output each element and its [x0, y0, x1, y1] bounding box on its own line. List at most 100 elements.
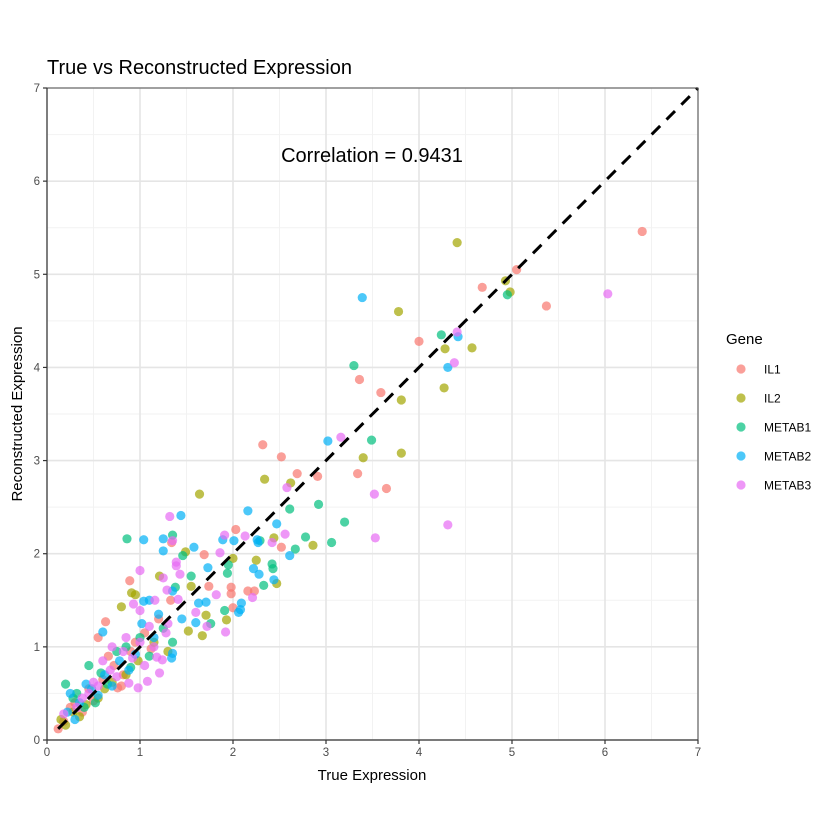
point-metab1: [220, 605, 230, 616]
point-metab2: [154, 609, 164, 619]
point-il1: [276, 452, 286, 462]
point-metab3: [77, 693, 87, 703]
legend-item-metab2: METAB2: [736, 450, 811, 464]
point-metab2: [177, 614, 187, 624]
legend-key: [736, 480, 746, 490]
point-il1: [166, 595, 176, 605]
point-metab3: [449, 358, 459, 368]
point-il2: [186, 581, 196, 591]
point-il2: [396, 395, 406, 405]
point-metab3: [247, 592, 258, 603]
point-metab3: [140, 660, 150, 671]
y-tick-label: 7: [34, 83, 40, 95]
point-metab2: [254, 569, 264, 579]
point-il2: [183, 626, 193, 636]
point-il1: [353, 469, 363, 479]
point-il2: [358, 453, 368, 463]
point-il1: [637, 226, 647, 237]
plot-panel: [46, 86, 700, 741]
y-tick-label: 0: [34, 735, 40, 747]
legend-label: IL1: [764, 363, 781, 377]
point-metab3: [121, 632, 131, 643]
point-il1: [226, 589, 236, 599]
point-metab1: [349, 360, 359, 371]
point-metab3: [370, 533, 380, 543]
point-metab2: [233, 607, 244, 617]
point-metab3: [240, 531, 250, 541]
x-tick-label: 7: [695, 747, 701, 759]
legend-item-il1: IL1: [736, 363, 781, 377]
point-il2: [393, 306, 404, 317]
point-metab2: [323, 436, 333, 446]
point-metab3: [175, 569, 185, 579]
point-metab3: [135, 565, 145, 576]
x-axis-title: True Expression: [318, 767, 427, 784]
point-metab2: [243, 506, 253, 516]
point-il1: [100, 617, 111, 627]
y-tick-label: 6: [34, 176, 40, 188]
point-metab2: [201, 597, 211, 607]
point-il1: [199, 550, 209, 560]
point-metab2: [124, 665, 134, 675]
point-metab3: [215, 548, 225, 558]
point-metab2: [158, 534, 168, 544]
point-il2: [439, 383, 449, 393]
point-metab2: [167, 648, 178, 658]
point-metab2: [443, 362, 453, 373]
point-il1: [276, 542, 286, 552]
point-metab3: [191, 607, 201, 617]
legend-item-metab3: METAB3: [736, 479, 811, 493]
point-metab3: [161, 628, 171, 638]
legend-item-il2: IL2: [736, 392, 781, 406]
point-metab2: [272, 519, 282, 529]
x-tick-label: 6: [602, 747, 608, 759]
point-metab3: [133, 683, 143, 693]
point-metab1: [222, 568, 233, 578]
point-metab2: [193, 598, 204, 608]
point-metab3: [369, 489, 379, 499]
point-metab2: [357, 292, 367, 303]
x-tick-label: 4: [416, 747, 423, 759]
legend-item-metab1: METAB1: [736, 421, 811, 435]
data-points: [53, 226, 647, 734]
point-metab3: [167, 536, 178, 546]
point-il1: [381, 483, 392, 494]
point-metab1: [178, 550, 188, 561]
point-metab2: [203, 563, 213, 573]
point-metab3: [107, 642, 117, 652]
point-metab3: [154, 668, 165, 678]
point-metab1: [326, 537, 337, 548]
point-il2: [197, 631, 207, 641]
point-metab2: [176, 510, 186, 521]
point-il2: [228, 553, 238, 563]
point-il1: [125, 576, 135, 586]
point-metab1: [502, 290, 512, 300]
point-il1: [204, 581, 214, 591]
legend-label: IL2: [764, 392, 781, 406]
legend-key: [736, 393, 746, 403]
point-metab3: [211, 590, 221, 600]
y-axis-title: Reconstructed Expression: [9, 326, 26, 501]
point-il1: [477, 282, 487, 292]
x-tick-label: 2: [230, 747, 236, 759]
point-metab3: [112, 672, 122, 682]
point-metab2: [229, 536, 239, 546]
chart-title: True vs Reconstructed Expression: [47, 57, 352, 79]
point-metab1: [90, 698, 100, 708]
point-metab3: [171, 561, 181, 571]
point-metab3: [127, 653, 138, 663]
point-metab3: [149, 642, 159, 652]
identity-reference-line: [57, 86, 700, 730]
series-il2: [56, 238, 515, 730]
point-metab1: [259, 580, 269, 590]
point-il1: [414, 336, 424, 346]
point-metab1: [366, 435, 377, 445]
point-metab2: [252, 535, 262, 545]
point-il2: [308, 540, 318, 550]
point-metab1: [340, 517, 350, 527]
point-metab3: [93, 681, 103, 691]
point-metab3: [220, 627, 231, 637]
point-il1: [231, 524, 241, 535]
point-il1: [541, 301, 552, 311]
point-metab1: [144, 651, 154, 661]
